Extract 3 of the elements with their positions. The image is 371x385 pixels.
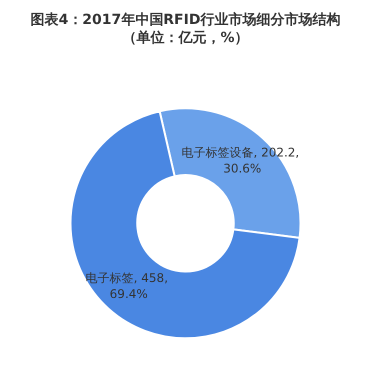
chart-title: 图表4：2017年中国RFID行业市场细分市场结构 [30, 11, 340, 28]
chart-subtitle: （单位：亿元，%） [122, 30, 249, 46]
slice-label: 电子标签, 458, 69.4% [86, 271, 172, 302]
